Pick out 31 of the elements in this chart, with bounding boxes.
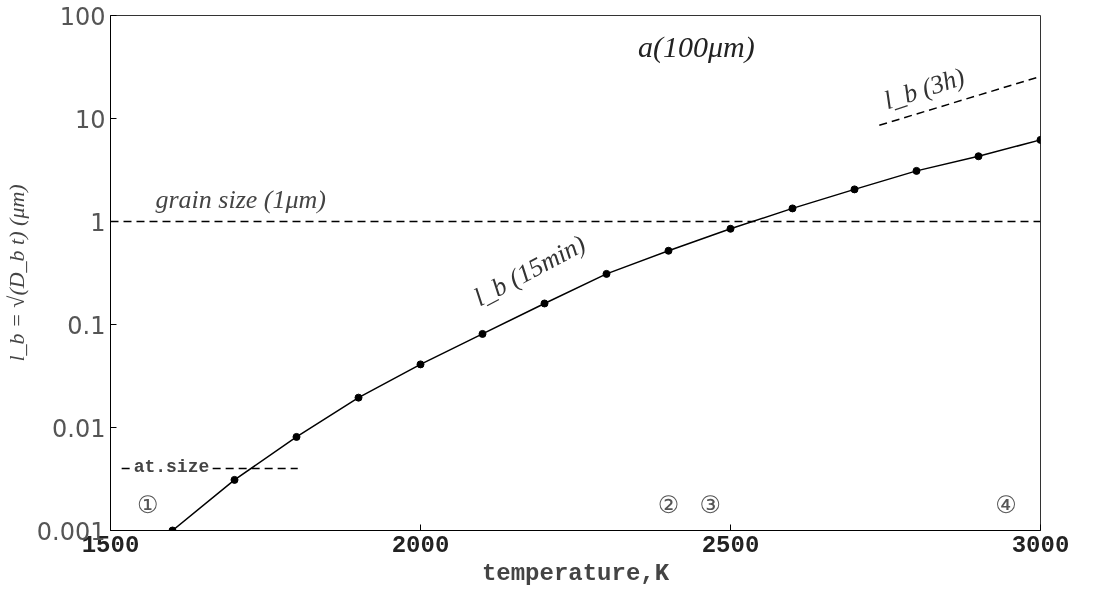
y-tick-label: 0.1 bbox=[67, 311, 106, 340]
point bbox=[664, 246, 673, 255]
annotation: ① bbox=[136, 490, 159, 519]
x-tick-label: 2500 bbox=[701, 531, 760, 559]
y-tick-label: 10 bbox=[74, 105, 106, 134]
point bbox=[416, 360, 425, 369]
point bbox=[540, 299, 549, 308]
annotation: ② bbox=[657, 490, 680, 519]
ref-line-label: grain size (1μm) bbox=[155, 184, 326, 214]
x-tick-label: 3000 bbox=[1011, 531, 1070, 559]
x-axis-title: temperature,K bbox=[481, 559, 670, 587]
y-axis-title: l_b = √(D_b t) (μm) bbox=[3, 184, 29, 362]
annotation: ③ bbox=[699, 490, 722, 519]
point bbox=[726, 224, 735, 233]
point bbox=[292, 432, 301, 441]
y-tick-label: 1 bbox=[90, 208, 106, 237]
y-tick-label: 100 bbox=[59, 2, 106, 31]
x-tick-label: 2000 bbox=[391, 531, 450, 559]
text: l_b (3h) bbox=[880, 61, 969, 116]
annotation: a(100μm) bbox=[638, 29, 755, 64]
annotation: ④ bbox=[995, 490, 1017, 519]
point bbox=[602, 269, 611, 278]
point bbox=[912, 166, 921, 175]
y-tick-label: 0.01 bbox=[52, 414, 106, 443]
point bbox=[788, 204, 797, 213]
point bbox=[230, 475, 239, 484]
point bbox=[478, 329, 487, 338]
point bbox=[850, 185, 859, 194]
series-label: at.size bbox=[133, 457, 210, 478]
point bbox=[974, 152, 983, 161]
point bbox=[354, 393, 363, 402]
